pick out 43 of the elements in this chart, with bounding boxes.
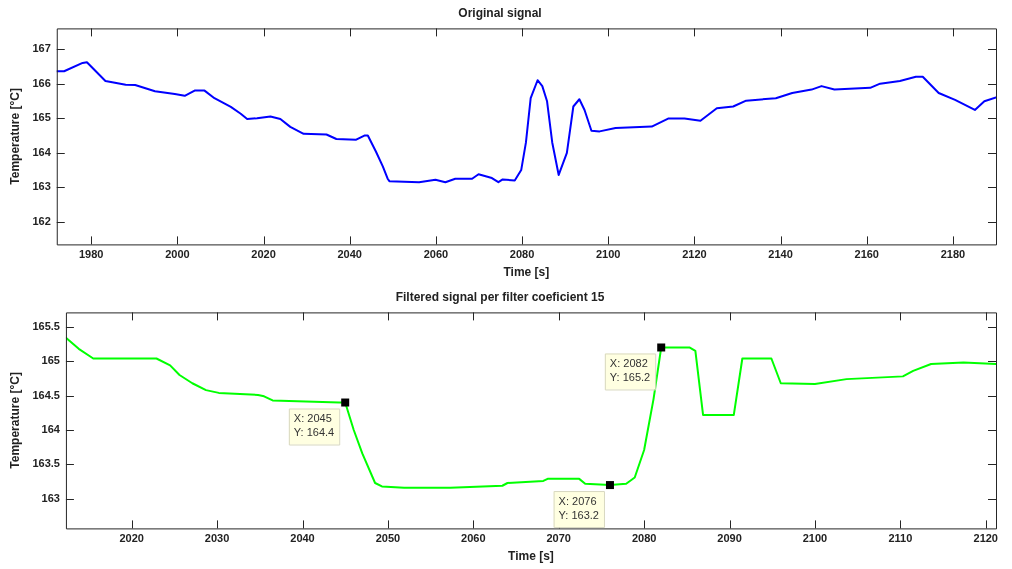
x-tick-label: 2040 [290,532,315,545]
x-tick-label: 2120 [973,532,998,545]
x-tick-label: 2030 [204,532,230,545]
chart-title: Filtered signal per filter coeficient 15 [395,289,605,304]
annotation: X: 2082 Y: 165.2 [609,357,651,384]
x-tick-label: 2060 [423,248,449,261]
y-axis-title: Temperature [°C] [7,88,22,185]
x-axis-title: Time [s] [508,549,554,564]
annotation: X: 2076 Y: 163.2 [558,494,599,521]
x-tick-label: 2060 [461,532,486,545]
y-tick-label: 163 [41,491,60,504]
y-tick-label: 165 [41,354,60,367]
y-tick-label: 163.5 [32,457,60,470]
x-tick-label: 2050 [375,532,401,545]
y-tick-label: 165 [32,111,51,124]
x-tick-label: 2100 [802,532,828,545]
x-tick-label: 1980 [78,248,104,261]
x-tick-label: 2140 [768,248,793,261]
annotation: X: 2045 Y: 164.4 [293,412,335,439]
x-tick-label: 2070 [546,532,571,545]
x-tick-label: 2090 [717,532,742,545]
y-tick-label: 164 [41,423,61,436]
x-tick-label: 2180 [940,248,966,261]
x-tick-label: 2000 [165,248,190,261]
x-tick-label: 2120 [682,248,707,261]
y-axis-title: Temperature [°C] [7,372,22,469]
x-tick-label: 2020 [119,532,144,545]
y-tick-label: 164.5 [32,388,60,401]
y-tick-label: 165.5 [32,319,60,332]
x-tick-label: 2160 [854,248,879,261]
y-tick-label: 167 [32,42,51,55]
y-tick-label: 162 [32,214,51,227]
chart-title: Original signal [458,5,542,20]
x-axis-title: Time [s] [503,265,550,280]
x-tick-label: 2020 [251,248,276,261]
x-tick-label: 2080 [509,248,535,261]
x-tick-label: 2110 [888,532,913,545]
y-tick-label: 166 [32,76,51,89]
y-tick-label: 163 [32,180,51,193]
x-tick-label: 2100 [596,248,621,261]
x-tick-label: 2080 [631,532,657,545]
y-tick-label: 164 [32,145,52,158]
x-tick-label: 2040 [337,248,362,261]
